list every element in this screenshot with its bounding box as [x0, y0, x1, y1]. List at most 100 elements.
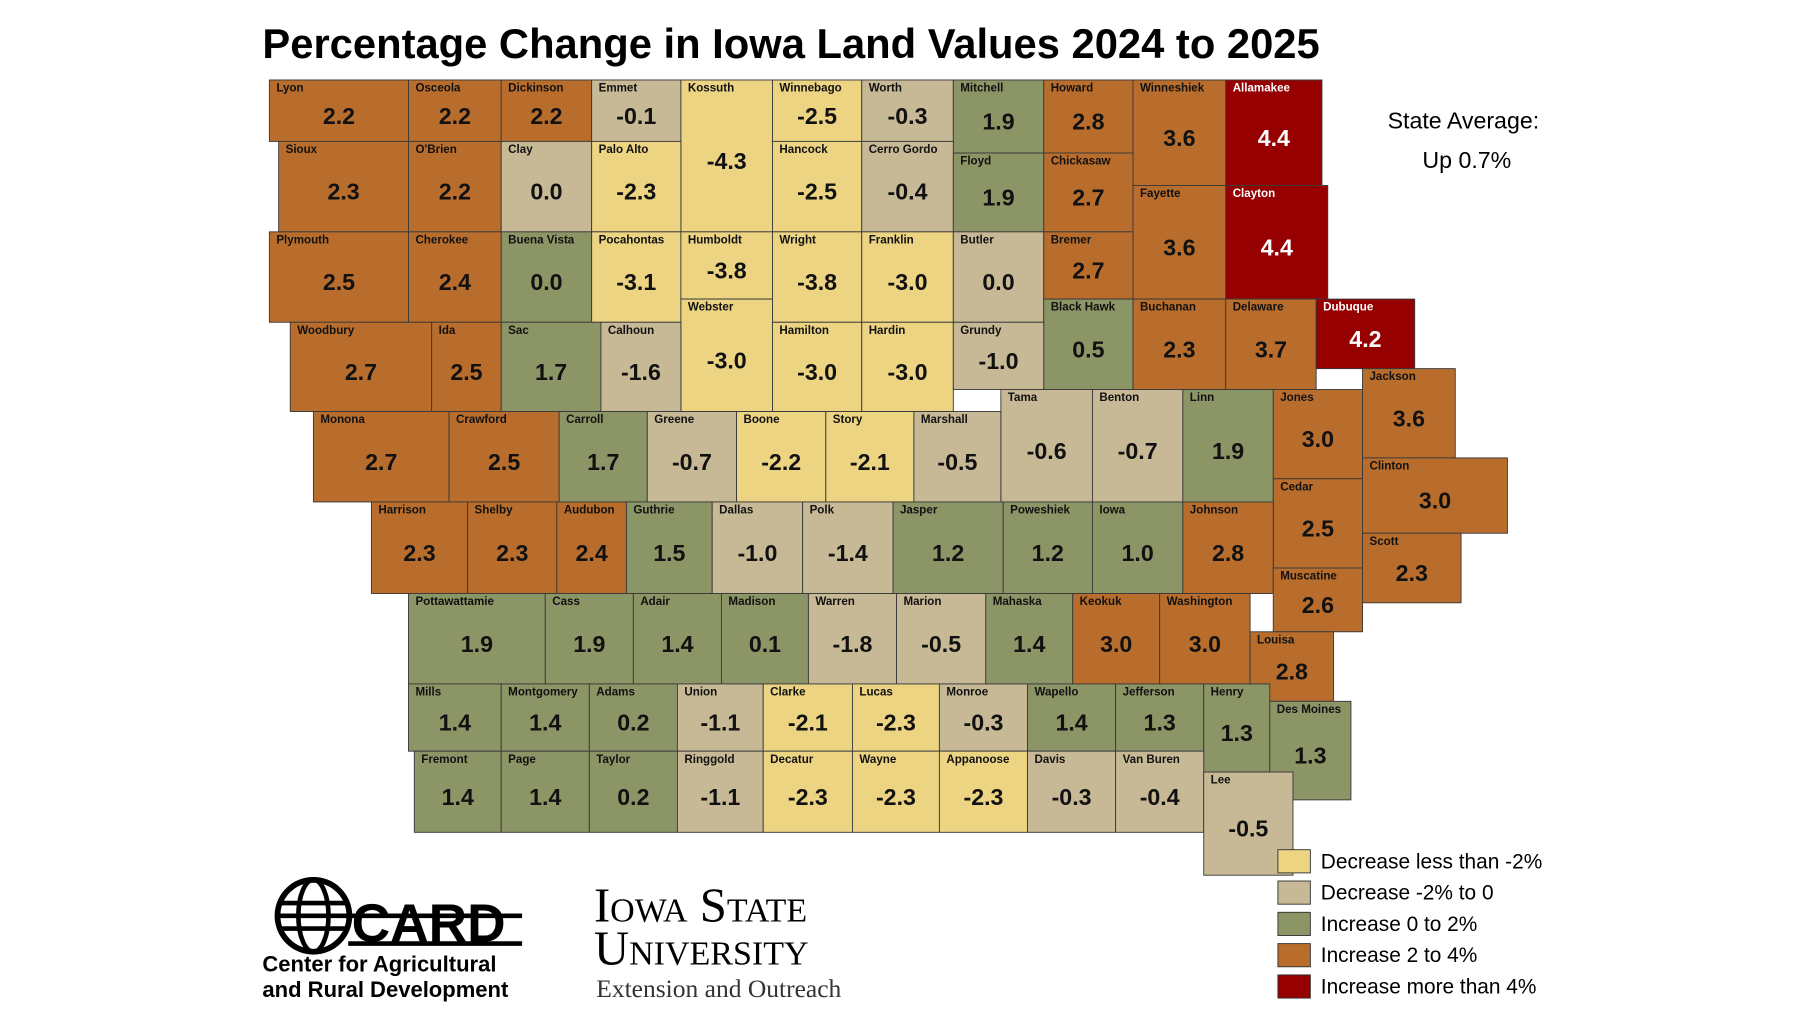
county-name: Webster [688, 302, 734, 314]
county: Worth -0.3 [861, 79, 954, 142]
county-shape [408, 683, 502, 752]
county-name: Clayton [1233, 188, 1275, 200]
county-value: -4.3 [707, 148, 747, 174]
legend-label: Increase 2 to 4% [1321, 944, 1478, 967]
county: Fremont 1.4 [413, 750, 502, 833]
county-value: -2.3 [876, 710, 916, 736]
county-name: Floyd [960, 156, 991, 168]
county-name: Shelby [475, 505, 514, 517]
county-shape [1002, 501, 1093, 594]
county-value: 1.9 [573, 631, 605, 657]
county-shape [1043, 231, 1134, 300]
county-value: -0.5 [1228, 816, 1268, 842]
county-name: Tama [1008, 392, 1038, 404]
county: Audubon 2.4 [556, 501, 627, 594]
county-value: -0.4 [888, 179, 928, 205]
county-value: 1.4 [1055, 710, 1087, 736]
county: Cedar 2.5 [1272, 478, 1363, 569]
county-shape [1272, 567, 1363, 633]
county-name: Lyon [276, 83, 303, 95]
county: Benton -0.7 [1091, 389, 1184, 503]
county: Appanoose -2.3 [938, 750, 1028, 833]
county-shape [500, 321, 602, 412]
county-value: -1.0 [979, 348, 1019, 374]
county: Lucas -2.3 [852, 683, 940, 752]
county-value: 1.4 [439, 710, 471, 736]
county-shape [985, 593, 1074, 685]
county-value: 4.4 [1258, 125, 1290, 151]
county-shape [278, 140, 409, 233]
county-shape [772, 79, 863, 142]
county-value: 1.0 [1122, 540, 1154, 566]
county-name: Ringgold [684, 754, 734, 766]
legend: Decrease less than -2% Decrease -2% to 0 I… [1277, 849, 1542, 999]
county-shape [1159, 593, 1251, 685]
county-name: Monroe [946, 687, 988, 699]
county-value: -2.3 [616, 179, 656, 205]
county-shape [676, 750, 764, 833]
county-value: 2.3 [327, 179, 359, 205]
county-shape [938, 750, 1028, 833]
county-value: 1.3 [1144, 710, 1176, 736]
county-name: Wapello [1034, 687, 1078, 699]
county-value: 2.5 [1302, 515, 1334, 541]
county-value: -3.0 [888, 269, 928, 295]
county: Carroll 1.7 [558, 411, 648, 503]
county: Fayette 3.6 [1132, 185, 1227, 300]
county-name: Buena Vista [508, 234, 575, 246]
county: Webster -3.0 [680, 298, 773, 412]
county: Boone -2.2 [736, 411, 827, 503]
county: Tama -0.6 [1000, 389, 1093, 503]
county-name: Fayette [1140, 188, 1181, 200]
county: Adair 1.4 [632, 593, 722, 685]
county: Butler 0.0 [952, 231, 1045, 323]
county-value: 3.0 [1100, 631, 1132, 657]
county-shape [1027, 683, 1117, 752]
county-shape [431, 321, 502, 412]
county: Sioux 2.3 [278, 140, 409, 233]
county-value: -0.7 [1118, 438, 1158, 464]
county-name: Jefferson [1123, 687, 1175, 699]
county-value: -3.1 [616, 269, 656, 295]
legend-swatch [1277, 943, 1311, 968]
county: Harrison 2.3 [370, 501, 469, 594]
county-value: -0.6 [1027, 438, 1067, 464]
county: Monroe -0.3 [938, 683, 1028, 752]
state-average-value: Up 0.7% [1422, 147, 1511, 173]
county-value: 2.7 [365, 449, 397, 475]
county-value: 3.0 [1189, 631, 1221, 657]
county-name: Hamilton [779, 325, 829, 337]
county: Linn 1.9 [1182, 389, 1274, 503]
county-name: Linn [1190, 392, 1214, 404]
county-name: Adair [640, 596, 670, 608]
county: Mahaska 1.4 [985, 593, 1074, 685]
county-value: -1.1 [700, 710, 740, 736]
county-value: 2.5 [488, 449, 520, 475]
county-shape [591, 79, 682, 142]
county-value: 2.2 [323, 103, 355, 129]
county-shape [500, 79, 593, 142]
county-shape [544, 593, 634, 685]
county-value: -0.3 [888, 103, 928, 129]
county: Osceola 2.2 [408, 79, 502, 142]
county-value: 2.3 [1396, 560, 1428, 586]
card-line: and Rural Development [262, 977, 509, 1002]
legend-swatch [1277, 849, 1311, 874]
county-value: -2.5 [797, 103, 837, 129]
county: Keokuk 3.0 [1072, 593, 1161, 685]
county: Marion -0.5 [896, 593, 987, 685]
county-name: Allamakee [1233, 83, 1291, 95]
county-name: Audubon [564, 505, 615, 517]
county-name: O'Brien [415, 144, 456, 156]
county: Scott 2.3 [1362, 532, 1462, 604]
county: Louisa 2.8 [1249, 631, 1335, 702]
county-name: Palo Alto [599, 144, 649, 156]
county-value: -1.1 [700, 784, 740, 810]
county-value: 2.7 [345, 359, 377, 385]
county-value: 1.2 [932, 540, 964, 566]
county-name: Cedar [1280, 481, 1313, 493]
county-value: -2.3 [788, 784, 828, 810]
county-name: Montgomery [508, 687, 578, 699]
county-value: 3.6 [1393, 405, 1425, 431]
county-name: Keokuk [1080, 596, 1122, 608]
